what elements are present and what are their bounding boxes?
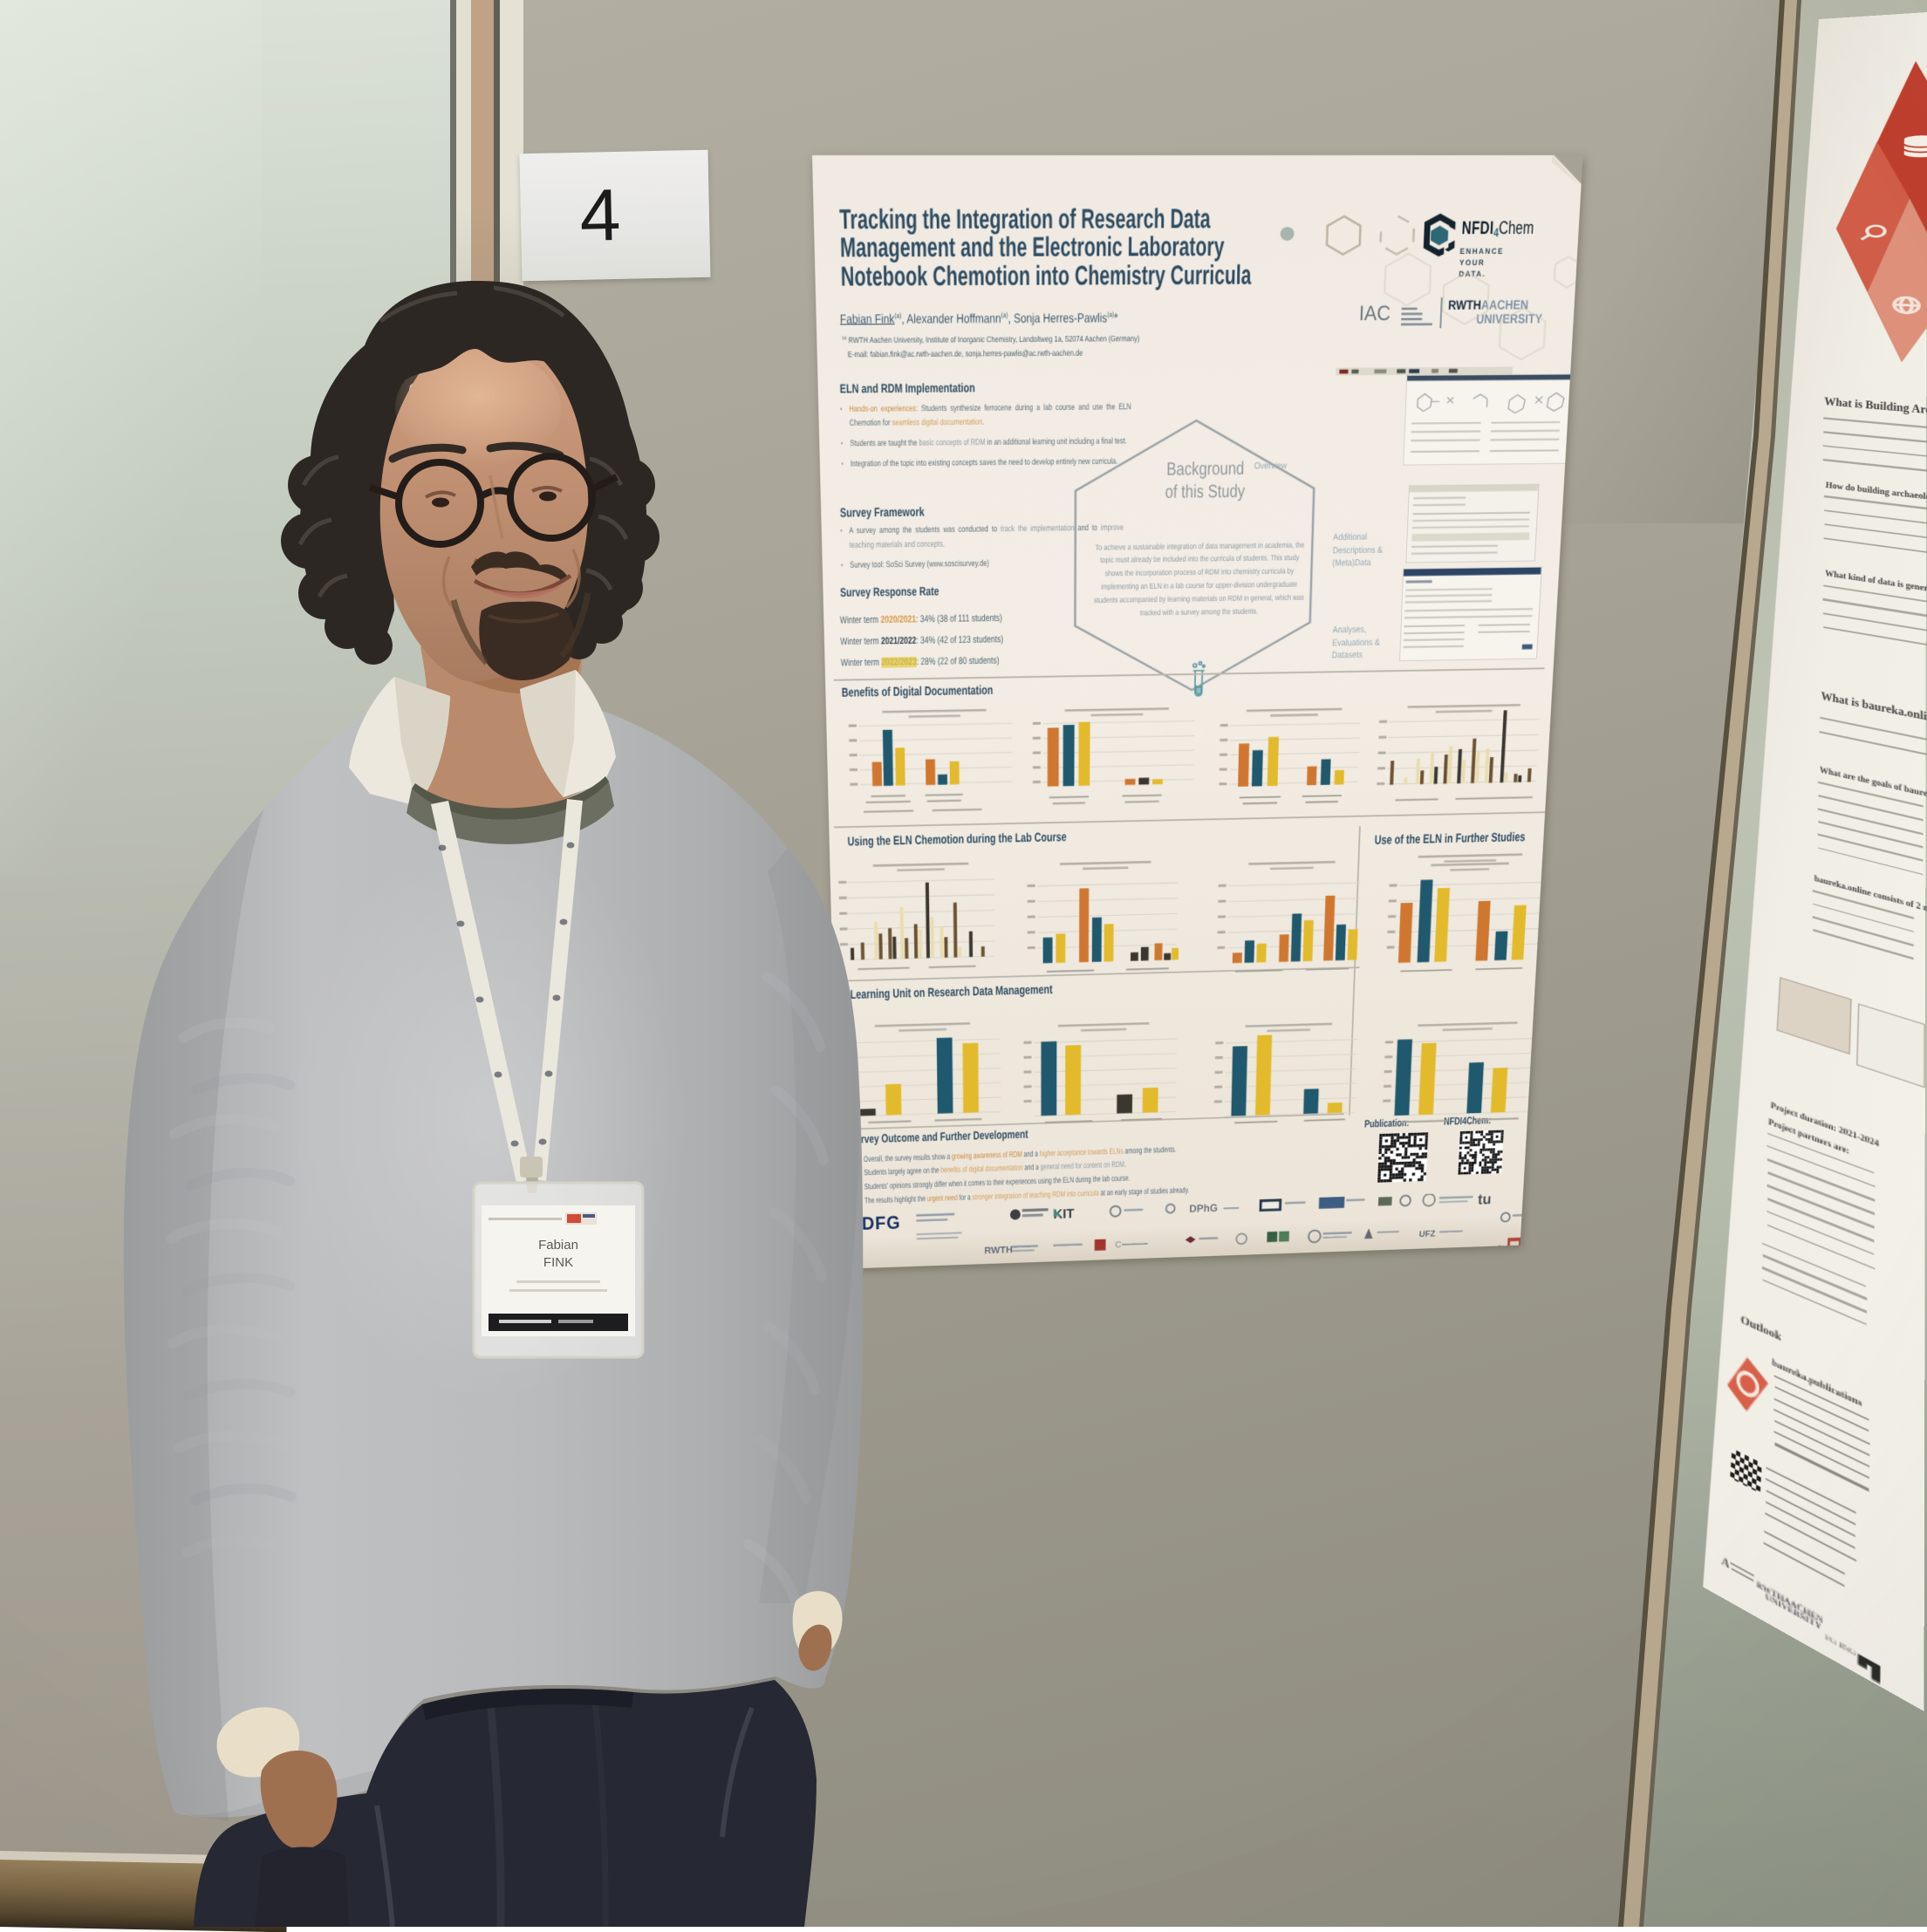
- svg-text:KIT: KIT: [1053, 1205, 1074, 1221]
- svg-text:Fabian: Fabian: [538, 1238, 578, 1253]
- svg-text:DPhG: DPhG: [1189, 1203, 1218, 1215]
- svg-text:RWTH: RWTH: [984, 1244, 1012, 1255]
- svg-text:tu: tu: [1477, 1191, 1491, 1207]
- svg-text:FINK: FINK: [543, 1255, 573, 1270]
- svg-text:C: C: [1115, 1239, 1121, 1249]
- svg-text:UFZ: UFZ: [1418, 1228, 1436, 1239]
